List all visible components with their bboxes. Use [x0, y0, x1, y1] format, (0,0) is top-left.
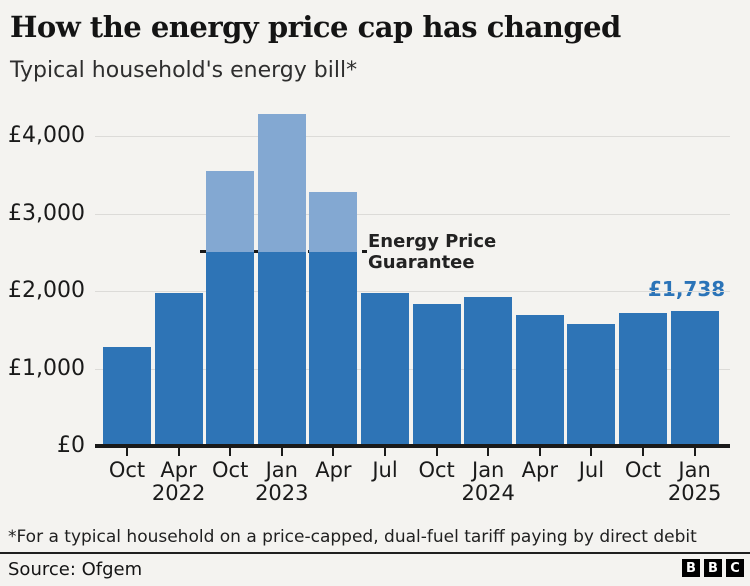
x-axis-month: Oct: [108, 458, 146, 482]
bar-apr-2023: [309, 191, 358, 446]
x-axis-tick: [642, 448, 644, 456]
x-axis-year: 2025: [667, 481, 722, 505]
x-axis-month: Oct: [212, 458, 249, 482]
x-axis-month: Apr: [521, 458, 558, 482]
y-axis-label-1000: £1,000: [8, 355, 85, 381]
x-axis-tick: [384, 448, 386, 456]
x-axis-year: 2024: [461, 481, 515, 505]
x-axis-month: Apr: [315, 458, 352, 482]
x-axis-label-jul-2024: Jul: [546, 459, 636, 482]
bar-apr-2022: [154, 293, 203, 446]
gridline-2000: [95, 291, 730, 292]
x-axis-tick: [177, 448, 180, 456]
page-subtitle: Typical household's energy bill*: [10, 58, 358, 83]
bar-jul-2024: [567, 324, 616, 446]
footer-divider: [0, 552, 750, 554]
x-axis-label-jul-2023: Jul: [340, 459, 430, 482]
x-axis-tick: [332, 448, 335, 456]
page-title: How the energy price cap has changed: [10, 10, 621, 44]
bar-segment-above-guarantee: [206, 170, 255, 253]
bar-oct-2023: [412, 303, 461, 446]
x-axis-tick: [229, 448, 232, 456]
gridline-1000: [95, 368, 730, 370]
x-axis-tick: [435, 448, 438, 456]
bar-segment-above-guarantee: [309, 191, 358, 253]
gridline-4000: [95, 136, 730, 137]
y-axis-label-2000: £2,000: [8, 278, 85, 303]
annotation-line-1: Energy Price: [368, 231, 497, 252]
x-axis-month: Jul: [578, 458, 605, 482]
bar-apr-2024: [515, 315, 564, 446]
bbc-logo-letter: B: [704, 559, 722, 577]
x-axis-month: Jan: [265, 458, 298, 482]
x-axis-label-jan-2024: Jan 2024: [443, 459, 533, 505]
bar-segment-above-guarantee: [257, 114, 306, 253]
x-axis-label-apr-2022: Apr 2022: [134, 459, 224, 505]
x-axis-label-apr-2024: Apr: [495, 459, 585, 482]
bar-oct-2021: [103, 347, 151, 446]
source-credit: Source: Ofgem: [8, 559, 143, 580]
bar-oct-2024: [619, 312, 667, 446]
x-axis-month: Oct: [418, 458, 455, 482]
x-axis-line: [95, 444, 730, 448]
x-axis-label-oct-2021: Oct: [82, 459, 172, 482]
x-axis-month: Apr: [160, 458, 197, 482]
x-axis-tick: [538, 448, 541, 456]
x-axis-tick: [487, 448, 490, 456]
x-axis-label-oct-2023: Oct: [392, 459, 482, 482]
bbc-logo: B B C: [682, 559, 744, 577]
bbc-logo-letter: C: [726, 559, 744, 577]
gridline-3000: [95, 213, 730, 215]
x-axis-year: 2023: [255, 481, 309, 505]
y-axis-label-4000: £4,000: [8, 123, 85, 148]
x-axis-label-jan-2023: Jan 2023: [237, 459, 327, 505]
x-axis-label-oct-2022: Oct: [185, 459, 275, 482]
energy-price-guarantee-annotation: Energy Price Guarantee: [368, 231, 496, 273]
x-axis-tick: [590, 448, 593, 456]
annotation-line-2: Guarantee: [368, 252, 475, 273]
y-axis-label-3000: £3,000: [8, 200, 85, 226]
x-axis-label-apr-2023: Apr: [288, 459, 378, 482]
x-axis-label-jan-2025: Jan 2025: [650, 459, 740, 505]
y-axis-label-0: £0: [57, 433, 85, 458]
bar-jul-2023: [361, 292, 409, 446]
x-axis-label-oct-2024: Oct: [598, 459, 688, 482]
bar-oct-2022: [206, 170, 255, 446]
bar-jan-2023: [257, 114, 306, 446]
x-axis-tick: [126, 448, 128, 456]
x-axis-month: Oct: [624, 458, 662, 482]
x-axis-year: 2022: [151, 481, 206, 505]
x-axis-tick: [280, 448, 283, 456]
chart-footnote: *For a typical household on a price-capp…: [8, 527, 697, 547]
x-axis-month: Jul: [372, 458, 398, 482]
x-axis-tick: [693, 448, 696, 456]
x-axis-month: Jan: [472, 458, 505, 482]
bbc-logo-letter: B: [682, 559, 700, 577]
bar-jan-2025: [670, 311, 719, 446]
bar-jan-2024: [464, 296, 513, 446]
x-axis-month: Jan: [678, 458, 711, 482]
latest-cap-value-label: £1,738: [648, 277, 726, 301]
